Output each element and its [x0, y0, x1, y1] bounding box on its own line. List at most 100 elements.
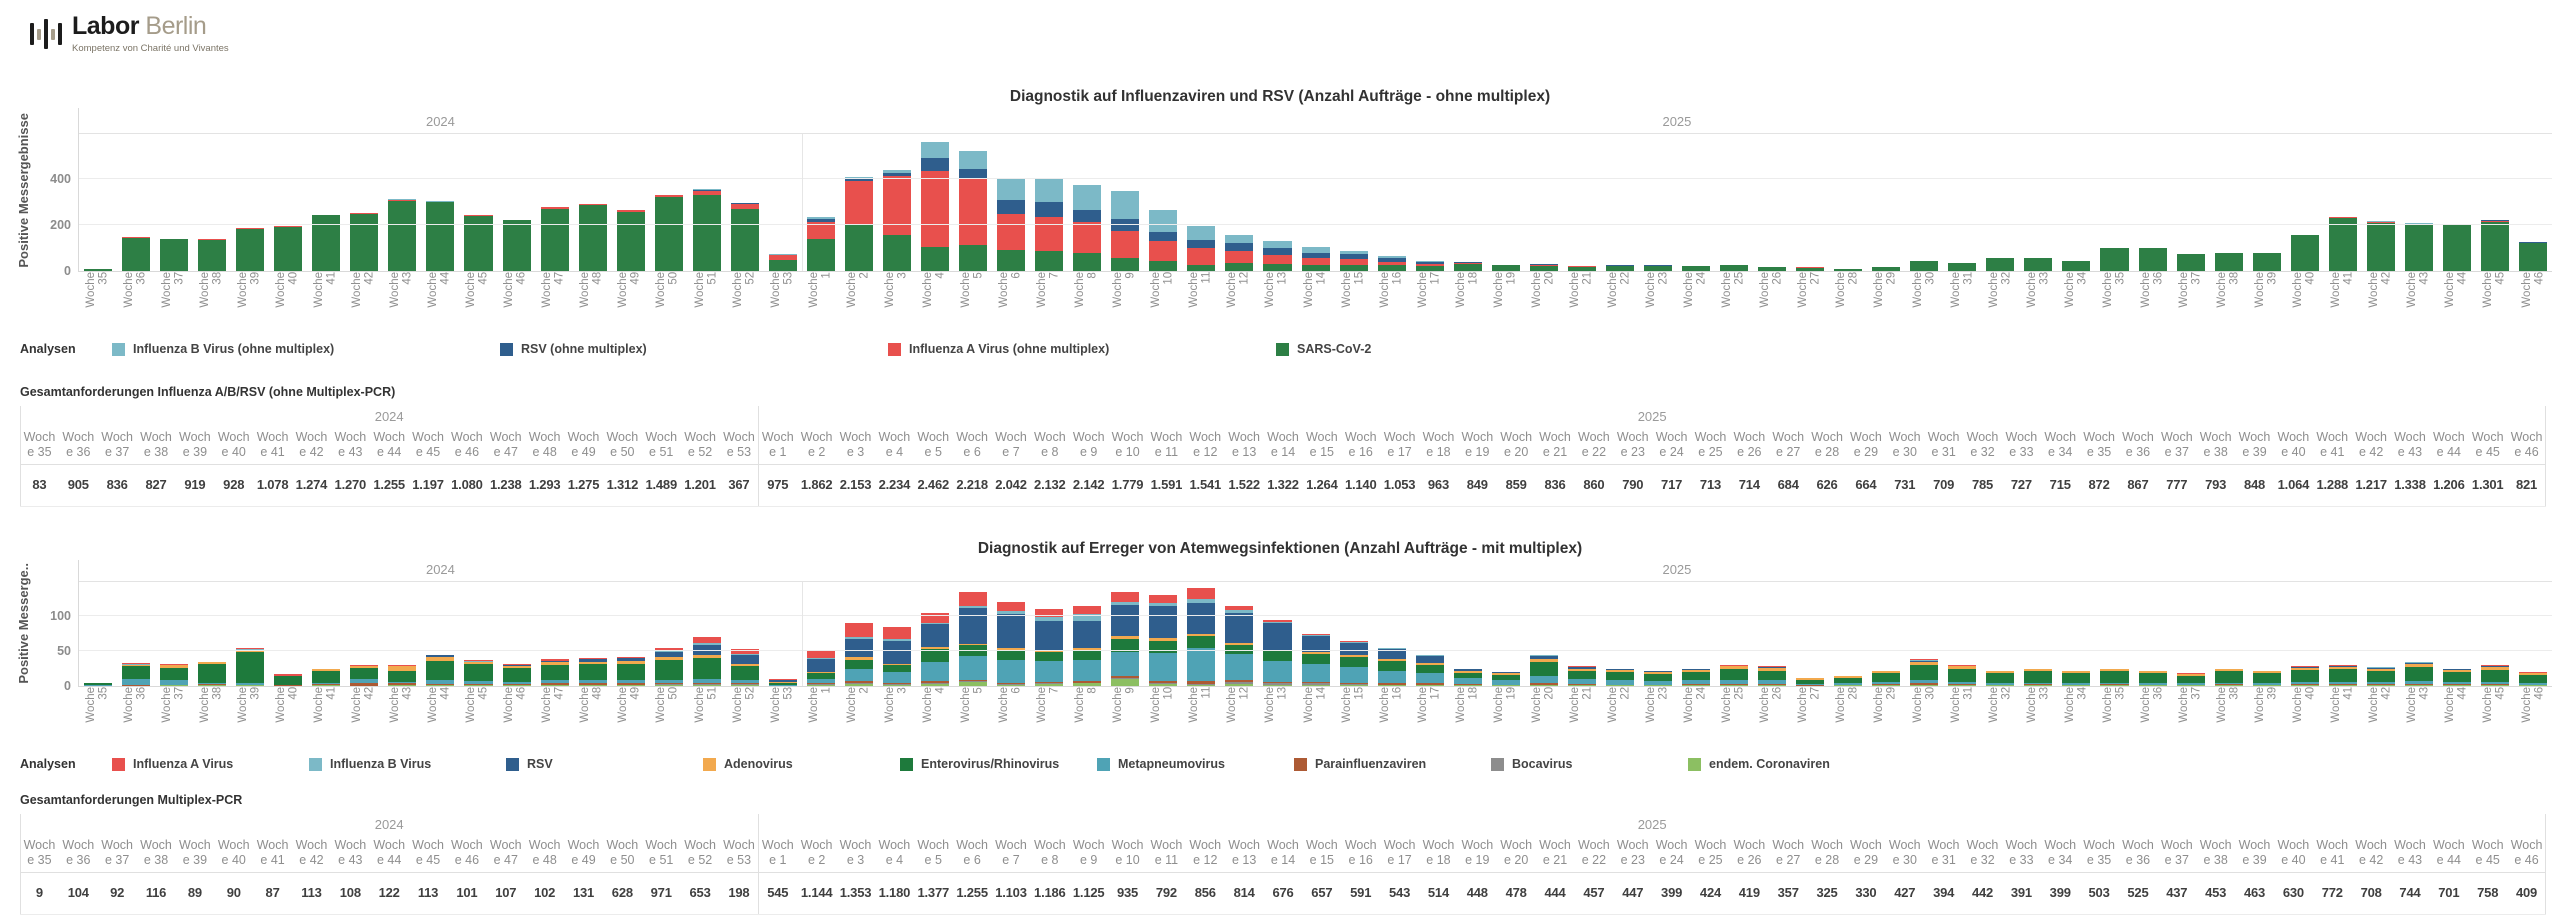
bar-segment-enterovirus-rhinovirus[interactable] [1453, 672, 1482, 679]
bar-segment-parainfluenzaviren[interactable] [2176, 684, 2205, 686]
bar-segment-parainfluenzaviren[interactable] [1225, 680, 1254, 682]
bar-segment-rsv-ohne-multiplex[interactable] [997, 199, 1026, 214]
bar-segment-influenza-a-virus-ohne-multiplex[interactable] [1263, 254, 1292, 265]
bar-woche-25-2025[interactable] [1715, 134, 1753, 271]
bar-segment-rsv[interactable] [1948, 665, 1977, 667]
bar-segment-bocavirus[interactable] [692, 683, 721, 685]
bar-segment-endem-coronaviren[interactable] [616, 685, 645, 686]
bar-segment-endem-coronaviren[interactable] [1605, 685, 1634, 686]
bar-segment-influenza-a-virus[interactable] [1643, 670, 1672, 672]
bar-segment-influenza-b-virus[interactable] [921, 623, 950, 625]
bar-segment-bocavirus[interactable] [959, 681, 988, 682]
bar-segment-metapneumovirus[interactable] [1111, 651, 1140, 677]
bar-segment-parainfluenzaviren[interactable] [1986, 684, 2015, 686]
bar-segment-sars-cov-2[interactable] [882, 235, 912, 271]
bar-woche-40-2024[interactable] [269, 582, 307, 686]
bar-woche-9-2025[interactable] [1106, 582, 1144, 686]
bar-segment-enterovirus-rhinovirus[interactable] [1567, 670, 1596, 680]
bar-segment-influenza-a-virus-ohne-multiplex[interactable] [2480, 220, 2509, 222]
bar-segment-rsv[interactable] [844, 639, 873, 658]
bar-segment-enterovirus-rhinovirus[interactable] [426, 660, 455, 681]
bar-segment-adenovirus[interactable] [236, 650, 265, 653]
bar-segment-influenza-a-virus[interactable] [350, 665, 379, 666]
bar-segment-endem-coronaviren[interactable] [2214, 685, 2243, 686]
bar-segment-rsv[interactable] [1720, 665, 1749, 667]
bar-woche-41-2025[interactable] [2324, 582, 2362, 686]
bar-segment-adenovirus[interactable] [2290, 667, 2319, 670]
bar-woche-13-2025[interactable] [1258, 582, 1296, 686]
bar-segment-influenza-a-virus[interactable] [2442, 668, 2471, 670]
bar-woche-31-2025[interactable] [1943, 134, 1981, 271]
legend-item-bocavirus[interactable]: Bocavirus [1491, 757, 1688, 771]
bar-segment-influenza-a-virus-ohne-multiplex[interactable] [198, 239, 227, 240]
bar-woche-44-2025[interactable] [2438, 134, 2476, 271]
bar-segment-influenza-b-virus[interactable] [654, 651, 683, 652]
bar-segment-influenza-a-virus[interactable] [2100, 668, 2129, 670]
bar-segment-endem-coronaviren[interactable] [2138, 685, 2167, 686]
bar-segment-adenovirus[interactable] [768, 681, 797, 683]
bar-segment-enterovirus-rhinovirus[interactable] [1720, 669, 1749, 680]
bar-segment-influenza-b-virus[interactable] [1149, 603, 1178, 607]
bar-segment-metapneumovirus[interactable] [2100, 682, 2129, 684]
bar-segment-influenza-a-virus-ohne-multiplex[interactable] [350, 213, 379, 214]
bar-segment-influenza-b-virus[interactable] [1377, 648, 1406, 649]
bar-segment-influenza-b-virus[interactable] [692, 643, 721, 645]
bar-segment-adenovirus[interactable] [1567, 668, 1596, 671]
bar-woche-27-2025[interactable] [1791, 582, 1829, 686]
bar-segment-parainfluenzaviren[interactable] [959, 680, 988, 682]
bar-segment-rsv-ohne-multiplex[interactable] [959, 168, 988, 178]
bar-segment-metapneumovirus[interactable] [730, 680, 759, 684]
bar-segment-enterovirus-rhinovirus[interactable] [350, 667, 379, 679]
bar-woche-46-2025[interactable] [2514, 582, 2552, 686]
bar-segment-influenza-a-virus-ohne-multiplex[interactable] [959, 177, 988, 245]
bar-segment-enterovirus-rhinovirus[interactable] [1910, 665, 1939, 681]
bar-segment-rsv[interactable] [2290, 667, 2319, 668]
bar-segment-endem-coronaviren[interactable] [198, 685, 227, 686]
bar-woche-20-2025[interactable] [1525, 134, 1563, 271]
bar-segment-bocavirus[interactable] [388, 684, 417, 686]
bar-segment-sars-cov-2[interactable] [1605, 266, 1634, 271]
bar-woche-17-2025[interactable] [1411, 134, 1449, 271]
bar-segment-influenza-b-virus-ohne-multiplex[interactable] [1149, 210, 1178, 232]
bar-segment-bocavirus[interactable] [1035, 682, 1064, 684]
bar-segment-parainfluenzaviren[interactable] [1491, 684, 1520, 686]
bar-segment-sars-cov-2[interactable] [1529, 265, 1558, 271]
bar-segment-bocavirus[interactable] [730, 683, 759, 685]
bar-woche-42-2024[interactable] [345, 582, 383, 686]
bar-segment-parainfluenzaviren[interactable] [1073, 681, 1102, 683]
bar-segment-enterovirus-rhinovirus[interactable] [1073, 649, 1102, 661]
bar-segment-parainfluenzaviren[interactable] [997, 682, 1026, 684]
bar-segment-adenovirus[interactable] [312, 669, 341, 671]
bar-segment-influenza-a-virus[interactable] [236, 647, 265, 649]
bar-segment-metapneumovirus[interactable] [1491, 680, 1520, 685]
bar-segment-sars-cov-2[interactable] [2366, 222, 2395, 271]
bar-segment-bocavirus[interactable] [540, 684, 569, 686]
bar-segment-parainfluenzaviren[interactable] [2290, 683, 2319, 685]
bar-segment-rsv[interactable] [616, 658, 645, 661]
bar-segment-enterovirus-rhinovirus[interactable] [654, 660, 683, 680]
bar-segment-enterovirus-rhinovirus[interactable] [844, 660, 873, 669]
bar-segment-sars-cov-2[interactable] [2062, 260, 2091, 271]
bar-segment-adenovirus[interactable] [959, 644, 988, 646]
bar-segment-influenza-a-virus-ohne-multiplex[interactable] [1149, 240, 1178, 262]
bar-segment-adenovirus[interactable] [1872, 671, 1901, 674]
bar-segment-influenza-b-virus[interactable] [1187, 598, 1216, 603]
bar-segment-adenovirus[interactable] [160, 665, 189, 668]
bar-segment-influenza-a-virus[interactable] [1111, 591, 1140, 603]
bar-segment-metapneumovirus[interactable] [1073, 660, 1102, 682]
bar-segment-influenza-a-virus[interactable] [806, 651, 835, 659]
bar-segment-influenza-b-virus[interactable] [1910, 660, 1939, 661]
bar-segment-metapneumovirus[interactable] [160, 680, 189, 685]
bar-segment-endem-coronaviren[interactable] [1263, 684, 1292, 686]
bar-segment-rsv-ohne-multiplex[interactable] [1035, 202, 1064, 217]
bar-woche-20-2025[interactable] [1525, 582, 1563, 686]
bar-segment-bocavirus[interactable] [654, 683, 683, 685]
bar-woche-18-2025[interactable] [1449, 134, 1487, 271]
bar-segment-parainfluenzaviren[interactable] [654, 682, 683, 684]
bar-segment-influenza-b-virus-ohne-multiplex[interactable] [882, 169, 912, 174]
legend-item-rsv-ohne-multiplex[interactable]: RSV (ohne multiplex) [500, 342, 888, 356]
bar-segment-influenza-b-virus[interactable] [1339, 641, 1368, 643]
bar-segment-sars-cov-2[interactable] [2442, 225, 2471, 271]
bar-segment-parainfluenzaviren[interactable] [806, 683, 835, 684]
bar-segment-bocavirus[interactable] [2442, 684, 2471, 686]
